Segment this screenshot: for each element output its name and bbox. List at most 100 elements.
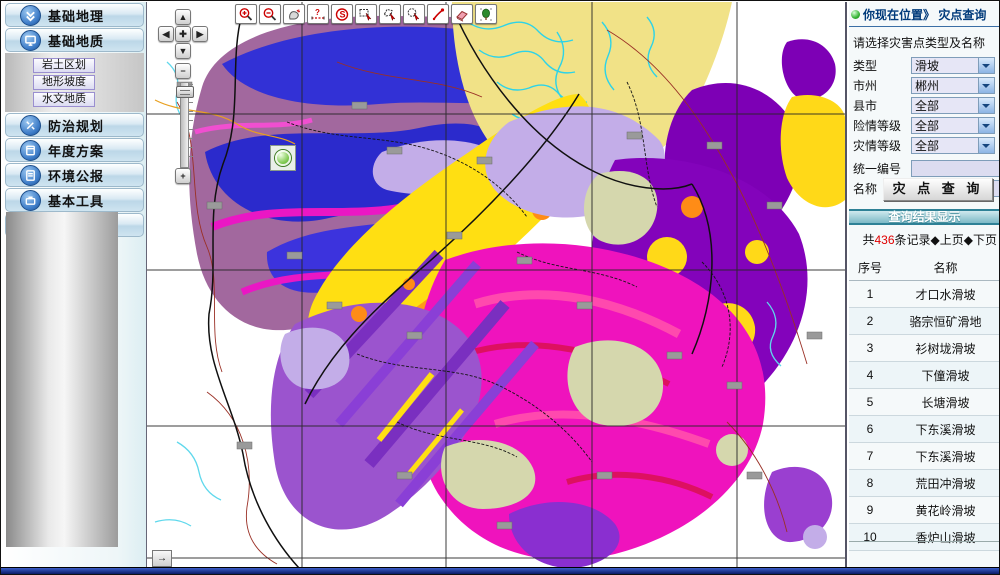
row-name[interactable]: 下僮滑坡 [921, 368, 970, 383]
sidebar: 基础地理 基础地质 岩土区划 地形坡度 水文地质 防治规划 年度方案 环境公报 … [2, 2, 147, 568]
row-name[interactable]: 衫树垅滑坡 [915, 341, 976, 356]
pan-button[interactable] [283, 4, 305, 24]
submenu-item-terrain-slope[interactable]: 地形坡度 [33, 75, 95, 90]
prev-page-link[interactable]: ◆上页 [930, 233, 964, 247]
select-rectangle-button[interactable] [355, 4, 377, 24]
row-no: 2 [866, 314, 874, 328]
zoom-slider-ticks [188, 84, 193, 164]
sidebar-item-annual-plan[interactable]: 年度方案 [5, 138, 144, 162]
report-icon [20, 164, 41, 186]
table-row[interactable]: 7 下东溪滑坡 [849, 443, 999, 470]
select-polygon-icon [383, 8, 396, 21]
sidebar-item-basic-tools[interactable]: 基本工具 [5, 188, 144, 212]
sidebar-item-basic-geology[interactable]: 基础地质 [5, 28, 144, 52]
count-prefix: 共 [862, 233, 875, 247]
row-no: 10 [863, 530, 877, 544]
submenu-item-rock-zoning[interactable]: 岩土区划 [33, 58, 95, 73]
unified-id-input[interactable] [911, 160, 999, 177]
zoom-out-icon [263, 7, 277, 21]
pan-up-button[interactable]: ▲ [175, 9, 191, 25]
row-no: 1 [866, 287, 874, 301]
row-no: 5 [866, 395, 874, 409]
select-value: 滑坡 [915, 59, 940, 73]
zoom-slider-plus-button[interactable]: + [175, 168, 191, 184]
table-row[interactable]: 10 香炉山滑坡 [849, 524, 999, 551]
table-row[interactable]: 6 下东溪滑坡 [849, 416, 999, 443]
table-row[interactable]: 8 荒田冲滑坡 [849, 470, 999, 497]
city-select[interactable]: 郴州 [911, 77, 995, 94]
zoom-slider-handle[interactable] [176, 86, 194, 98]
select-rectangle-icon [359, 8, 372, 21]
danger-level-select[interactable]: 全部 [911, 117, 995, 134]
disaster-query-button[interactable]: 灾 点 查 询 [883, 178, 993, 201]
eraser-icon [456, 10, 468, 22]
select-circle-button[interactable] [403, 4, 425, 24]
row-name[interactable]: 下东溪滑坡 [915, 449, 976, 464]
row-name[interactable]: 骆宗恒矿滑地 [909, 314, 982, 329]
erase-button[interactable] [451, 4, 473, 24]
results-header: 查询结果显示 [849, 209, 999, 225]
row-name[interactable]: 才口水滑坡 [915, 287, 976, 302]
map-viewport[interactable]: ? S ▲ ◀ ✚ ▶ ▼ − + → [147, 2, 847, 569]
column-header-name: 名称 [933, 260, 958, 275]
chevron-down-icon[interactable] [978, 118, 994, 133]
field-label: 险情等级 [853, 119, 902, 133]
table-row[interactable]: 4 下僮滑坡 [849, 362, 999, 389]
select-circle-icon [407, 7, 420, 21]
row-name[interactable]: 香炉山滑坡 [915, 530, 976, 545]
pan-down-button[interactable]: ▼ [175, 43, 191, 59]
field-type: 类型 滑坡 [853, 56, 999, 75]
zoom-out-button[interactable] [259, 4, 281, 24]
table-row[interactable]: 9 黄花岭滑坡 [849, 497, 999, 524]
sidebar-item-label: 基础地质 [48, 33, 105, 49]
disaster-level-select[interactable]: 全部 [911, 137, 995, 154]
table-row[interactable]: 5 长塘滑坡 [849, 389, 999, 416]
field-unified-id: 统一编号 [853, 159, 999, 178]
chevron-down-icon[interactable] [978, 98, 994, 113]
sidebar-filler-panel [6, 212, 118, 547]
layer-tree-button[interactable] [475, 4, 497, 24]
query-prompt: 请选择灾害点类型及名称 [853, 36, 986, 50]
select-value: 全部 [915, 139, 940, 153]
mark-point-button[interactable] [427, 4, 449, 24]
chevron-down-icon[interactable] [978, 78, 994, 93]
s-circle-icon: S [335, 7, 349, 21]
map-location-marker[interactable] [270, 145, 296, 171]
results-table-header: 序号 名称 [849, 254, 999, 281]
sidebar-item-basic-geography[interactable]: 基础地理 [5, 3, 144, 27]
submenu-item-hydrogeology[interactable]: 水文地质 [33, 92, 95, 107]
row-no: 6 [866, 422, 874, 436]
next-page-link[interactable]: ◆下页 [963, 233, 997, 247]
row-name[interactable]: 下东溪滑坡 [915, 422, 976, 437]
mark-point-icon [432, 7, 445, 20]
zoom-in-button[interactable] [235, 4, 257, 24]
type-select[interactable]: 滑坡 [911, 57, 995, 74]
table-row[interactable]: 3 衫树垅滑坡 [849, 335, 999, 362]
sidebar-item-label: 基本工具 [48, 193, 105, 209]
map-toolbar: ? S [235, 4, 497, 24]
pan-right-button[interactable]: ▶ [192, 26, 208, 42]
row-name[interactable]: 荒田冲滑坡 [915, 476, 976, 491]
row-name[interactable]: 长塘滑坡 [921, 395, 970, 410]
sidebar-item-prevention-planning[interactable]: 防治规划 [5, 113, 144, 137]
field-county: 县市 全部 [853, 96, 999, 115]
geological-map [147, 2, 845, 569]
select-polygon-button[interactable] [379, 4, 401, 24]
clear-selection-button[interactable]: S [331, 4, 353, 24]
county-select[interactable]: 全部 [911, 97, 995, 114]
field-city: 市州 郴州 [853, 76, 999, 95]
panel-expand-button[interactable]: → [152, 550, 172, 567]
table-row[interactable]: 2 骆宗恒矿滑地 [849, 308, 999, 335]
location-dot-icon [851, 10, 860, 19]
table-row[interactable]: 1 才口水滑坡 [849, 281, 999, 308]
sidebar-item-environment-bulletin[interactable]: 环境公报 [5, 163, 144, 187]
measure-distance-button[interactable]: ? [307, 4, 329, 24]
field-danger-level: 险情等级 全部 [853, 116, 999, 135]
center-map-button[interactable]: ✚ [175, 26, 191, 42]
chevron-down-icon[interactable] [978, 138, 994, 153]
field-label: 市州 [853, 79, 878, 93]
zoom-slider-minus-button[interactable]: − [175, 63, 191, 79]
chevron-down-icon[interactable] [978, 58, 994, 73]
pan-left-button[interactable]: ◀ [158, 26, 174, 42]
row-name[interactable]: 黄花岭滑坡 [915, 503, 976, 518]
